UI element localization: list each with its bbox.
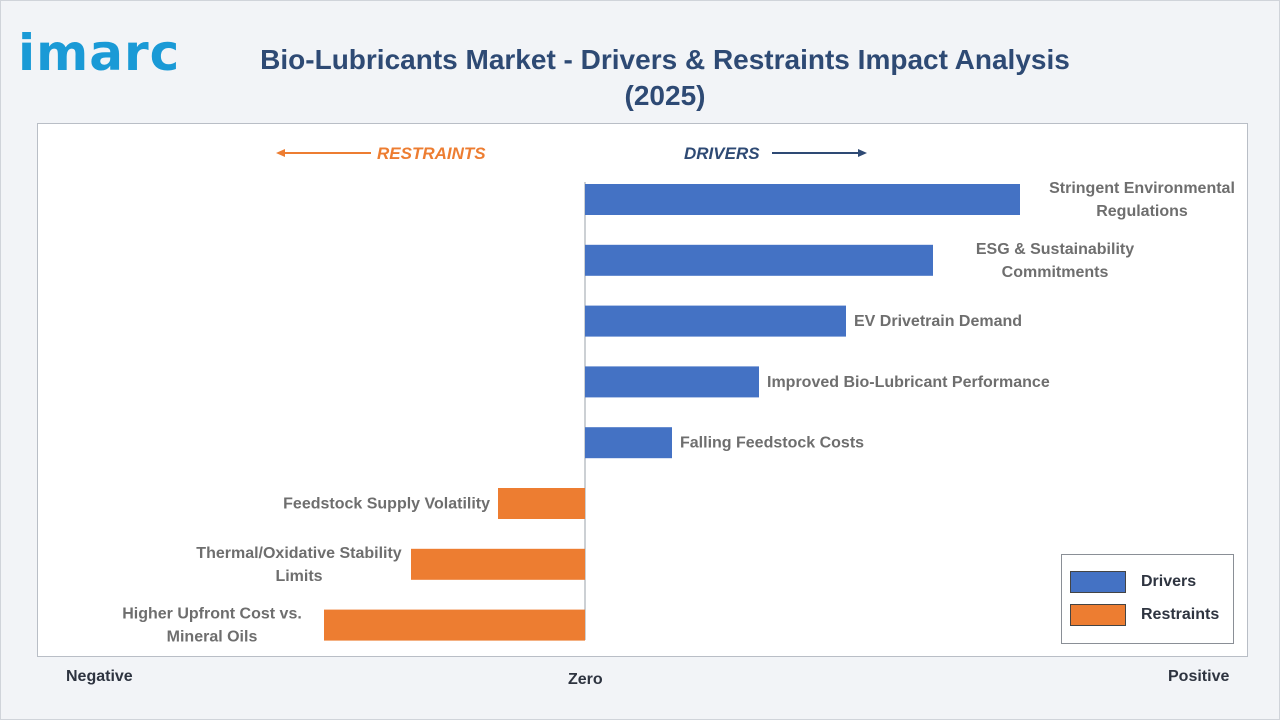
axis-label-positive: Positive	[1168, 668, 1230, 685]
drivers-direction-label: DRIVERS	[684, 144, 760, 163]
legend-label-restraints: Restraints	[1141, 606, 1220, 623]
chart-title: Bio-Lubricants Market - Drivers & Restra…	[260, 44, 1070, 111]
bar-driver-2	[585, 244, 933, 276]
bar-label-line: Feedstock Supply Volatility	[283, 496, 490, 513]
legend: Drivers Restraints	[1061, 554, 1234, 644]
bar-label-line: ESG & Sustainability	[976, 241, 1134, 258]
bar-label-7: Thermal/Oxidative Stability Limits	[196, 545, 402, 585]
restraints-arrow-head-icon	[276, 149, 285, 157]
legend-item-restraints: Restraints	[1070, 602, 1219, 628]
legend-swatch-drivers	[1070, 571, 1126, 593]
bar-label-5: Falling Feedstock Costs	[680, 435, 864, 452]
bar-label-line: Mineral Oils	[167, 629, 258, 646]
bar-driver-3	[585, 305, 846, 337]
bar-label-line: Stringent Environmental	[1049, 180, 1235, 197]
bar-label-line: Falling Feedstock Costs	[680, 435, 864, 452]
bar-label-line: Higher Upfront Cost vs.	[122, 606, 302, 623]
legend-label-drivers: Drivers	[1141, 573, 1197, 590]
bar-label-2: ESG & Sustainability Commitments	[976, 241, 1134, 281]
axis-label-zero: Zero	[568, 671, 603, 688]
axis-label-negative: Negative	[66, 668, 133, 685]
bar-driver-5	[585, 427, 672, 459]
restraints-direction-label: RESTRAINTS	[377, 144, 486, 163]
bar-label-line: Improved Bio-Lubricant Performance	[767, 374, 1050, 391]
bar-label-line: Regulations	[1096, 203, 1188, 220]
bar-label-line: Thermal/Oxidative Stability	[196, 545, 402, 562]
bar-label-line: Limits	[275, 568, 322, 585]
bar-restraint-6	[498, 488, 585, 519]
bar-restraint-7	[411, 548, 585, 580]
bar-driver-1	[585, 184, 1020, 215]
bar-restraint-8	[324, 609, 585, 641]
bar-label-line: Commitments	[1002, 264, 1109, 281]
imarc-logo: imarc	[18, 24, 181, 82]
bar-label-3: EV Drivetrain Demand	[854, 313, 1022, 330]
bar-label-8: Higher Upfront Cost vs. Mineral Oils	[122, 606, 302, 646]
bar-label-1: Stringent Environmental Regulations	[1049, 180, 1235, 220]
drivers-arrow-head-icon	[858, 149, 867, 157]
bar-label-4: Improved Bio-Lubricant Performance	[767, 374, 1050, 391]
bar-driver-4	[585, 366, 759, 398]
legend-swatch-restraints	[1070, 604, 1126, 626]
bar-label-line: EV Drivetrain Demand	[854, 313, 1022, 330]
bar-label-6: Feedstock Supply Volatility	[283, 496, 490, 513]
legend-item-drivers: Drivers	[1070, 569, 1196, 595]
